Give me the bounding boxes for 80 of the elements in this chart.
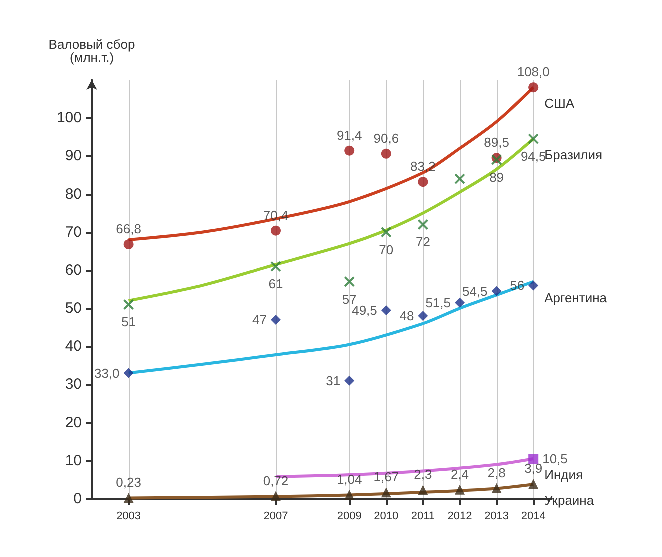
x-tick-label: 2007 bbox=[264, 510, 288, 522]
point bbox=[528, 454, 539, 464]
data-label: 54,5 bbox=[462, 284, 488, 299]
data-label: 10,5 bbox=[542, 452, 568, 467]
point bbox=[344, 276, 356, 288]
point bbox=[455, 298, 465, 308]
point bbox=[418, 485, 428, 496]
data-label: 61 bbox=[268, 276, 284, 292]
point bbox=[124, 368, 134, 378]
point bbox=[344, 490, 355, 500]
point bbox=[381, 305, 392, 316]
data-label: 2,8 bbox=[488, 465, 506, 480]
data-label: 3,9 bbox=[524, 461, 543, 476]
x-tick-label: 2009 bbox=[337, 510, 362, 522]
data-label: 89 bbox=[490, 170, 504, 185]
point bbox=[381, 148, 392, 159]
data-label: 51 bbox=[122, 314, 136, 330]
data-label: 91,4 bbox=[336, 128, 362, 143]
point bbox=[271, 314, 281, 325]
series-label: Украина bbox=[544, 493, 595, 508]
point bbox=[344, 376, 355, 386]
series-label: Бразилия bbox=[544, 148, 603, 163]
data-label: 94,5 bbox=[520, 149, 546, 164]
data-label: 108,0 bbox=[517, 64, 550, 80]
data-label: 72 bbox=[416, 234, 430, 250]
point bbox=[454, 174, 466, 185]
data-label: 1,04 bbox=[336, 472, 362, 488]
point bbox=[123, 299, 134, 310]
point bbox=[271, 226, 281, 236]
y-tick-label: 40 bbox=[65, 338, 82, 356]
series-label: Индия bbox=[544, 468, 584, 483]
point bbox=[418, 219, 429, 230]
y-tick-label: 20 bbox=[65, 414, 82, 432]
data-label: 33,0 bbox=[94, 366, 120, 381]
point bbox=[455, 484, 465, 495]
y-tick-label: 70 bbox=[65, 224, 82, 241]
data-label: 0,72 bbox=[263, 473, 289, 488]
y-tick-label: 80 bbox=[65, 186, 82, 203]
data-label: 89,5 bbox=[484, 135, 510, 150]
x-tick-label: 2011 bbox=[411, 510, 436, 522]
data-label: 48 bbox=[400, 308, 414, 324]
point bbox=[344, 146, 355, 156]
point bbox=[381, 488, 392, 498]
x-tick-label: 2014 bbox=[521, 510, 546, 522]
data-label: 51,5 bbox=[426, 295, 451, 310]
point bbox=[380, 226, 392, 238]
point bbox=[418, 311, 428, 322]
point bbox=[270, 261, 282, 272]
point bbox=[528, 134, 540, 145]
point bbox=[492, 286, 502, 296]
data-label: 0,23 bbox=[116, 475, 142, 490]
y-tick-label: 100 bbox=[56, 110, 82, 127]
point bbox=[124, 240, 134, 250]
point bbox=[271, 491, 281, 502]
x-tick-label: 2003 bbox=[116, 510, 142, 522]
data-label: 90,6 bbox=[374, 130, 400, 146]
point bbox=[528, 82, 539, 93]
point bbox=[418, 177, 428, 188]
y-tick-label: 10 bbox=[65, 452, 82, 470]
point bbox=[492, 483, 502, 494]
data-label: 70 bbox=[379, 242, 394, 258]
data-label: 66,8 bbox=[116, 222, 142, 237]
y-tick-label: 50 bbox=[65, 300, 82, 318]
x-tick-label: 2010 bbox=[374, 510, 399, 522]
series-label: США bbox=[544, 96, 575, 112]
y-tick-label: 90 bbox=[65, 148, 82, 165]
x-tick-label: 2013 bbox=[484, 510, 510, 522]
point bbox=[528, 479, 539, 490]
x-tick-label: 2012 bbox=[448, 510, 472, 522]
y-tick-label: 0 bbox=[74, 490, 82, 508]
y-axis-title: Валовый сбор (млн.т.) bbox=[48, 37, 136, 65]
y-tick-label: 60 bbox=[65, 262, 82, 279]
data-label: 47 bbox=[252, 312, 267, 328]
data-label: 2,4 bbox=[450, 466, 470, 482]
data-label: 31 bbox=[326, 373, 341, 388]
series-label: Аргентина bbox=[544, 290, 608, 306]
point bbox=[124, 493, 134, 504]
data-label: 1,67 bbox=[374, 470, 400, 485]
y-tick-label: 30 bbox=[65, 376, 82, 394]
point bbox=[528, 280, 539, 291]
